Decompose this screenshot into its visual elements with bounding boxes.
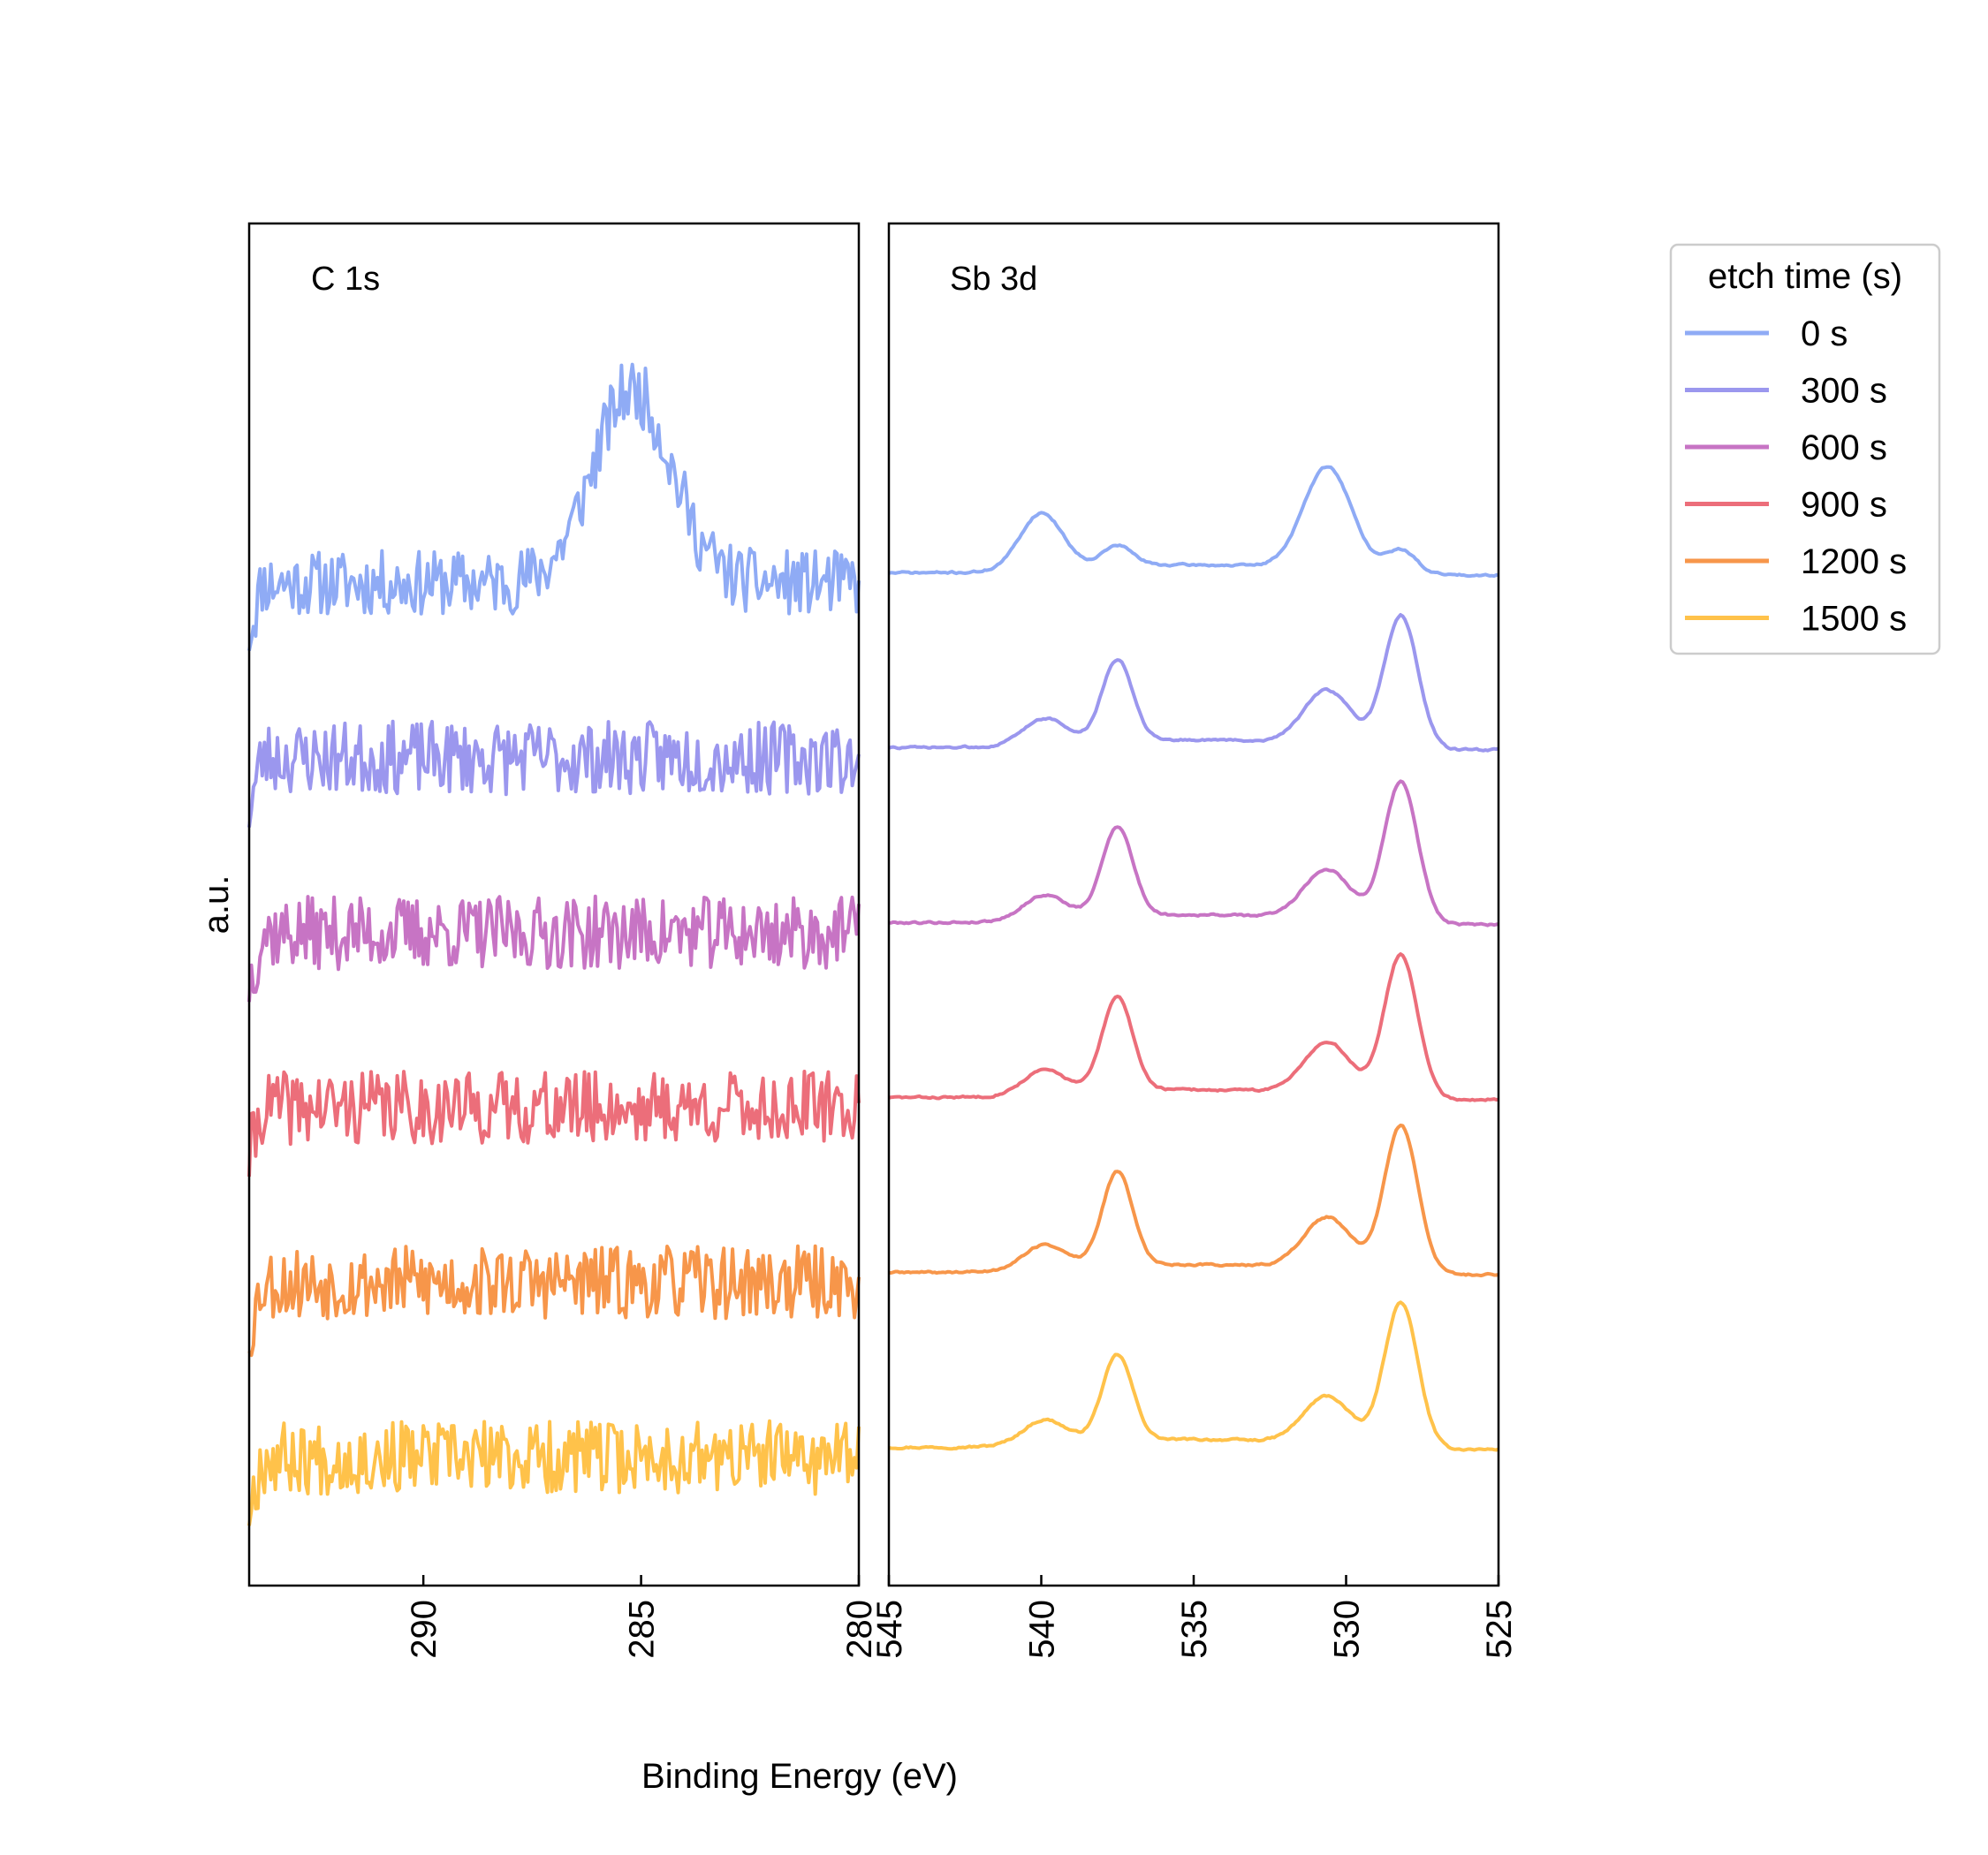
sb3d-panel-title: Sb 3d [950, 261, 1037, 298]
legend-label: 1200 s [1801, 542, 1907, 581]
legend-label: 0 s [1801, 314, 1848, 353]
sb3d-series-group [888, 465, 1499, 1452]
sb3d-x-tick-label: 545 [870, 1600, 909, 1659]
legend: etch time (s) 0 s 300 s 600 s 900 s 1200 s 15… [1669, 243, 1941, 655]
c1s-series-300-s [247, 719, 861, 828]
sb3d-series-1500-s [888, 1300, 1499, 1452]
c1s-series-1200-s [247, 1244, 861, 1358]
sb3d-x-tick-label: 530 [1328, 1600, 1367, 1659]
x-axis-label: Binding Energy (eV) [641, 1757, 958, 1796]
c1s-series-group [247, 362, 861, 1526]
sb3d-series-900-s [888, 952, 1499, 1102]
sb3d-series-600-s [888, 779, 1499, 928]
y-axis-label: a.u. [197, 875, 236, 935]
legend-label: 1500 s [1801, 600, 1907, 639]
sb3d-x-tick-label: 525 [1480, 1600, 1519, 1659]
c1s-panel-title: C 1s [311, 261, 380, 298]
sb3d-series-0-s [888, 465, 1499, 579]
c1s-axes-frame [247, 222, 861, 1587]
sb3d-series-300-s [888, 613, 1499, 753]
panel-sb3d: Sb 3d 545 540 535 530 525 [870, 222, 1519, 1659]
legend-items: 0 s 300 s 600 s 900 s 1200 s 1500 s [1685, 314, 1907, 639]
legend-label: 300 s [1801, 372, 1887, 411]
c1s-x-tick-label: 280 [840, 1600, 879, 1659]
legend-label: 900 s [1801, 486, 1887, 525]
c1s-x-ticks: 290 285 280 [405, 1575, 879, 1659]
legend-frame [1669, 243, 1941, 655]
sb3d-x-tick-label: 540 [1023, 1600, 1062, 1659]
legend-label: 600 s [1801, 428, 1887, 467]
sb3d-x-tick-label: 535 [1175, 1600, 1214, 1659]
c1s-series-600-s [247, 894, 861, 1003]
c1s-series-0-s [247, 362, 861, 652]
c1s-x-tick-label: 285 [623, 1600, 662, 1659]
panel-c1s: C 1s 290 285 280 [247, 222, 879, 1659]
c1s-series-900-s [247, 1070, 861, 1177]
legend-title: etch time (s) [1708, 257, 1902, 296]
c1s-x-tick-label: 290 [405, 1600, 444, 1659]
sb3d-series-1200-s [888, 1124, 1499, 1278]
sb3d-x-ticks: 545 540 535 530 525 [870, 1575, 1519, 1659]
c1s-series-1500-s [247, 1419, 861, 1526]
